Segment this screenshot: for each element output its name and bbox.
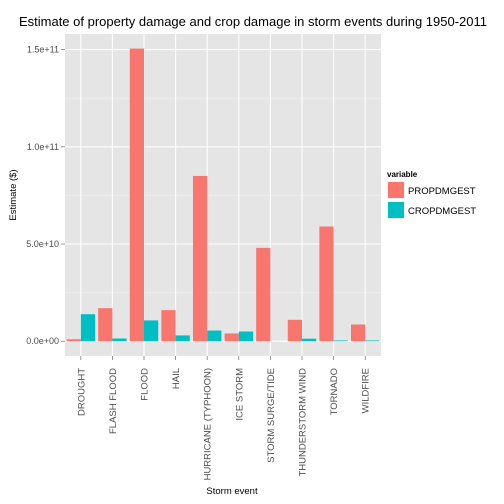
bar-propdmgest: [161, 310, 176, 342]
bar-cropdmgest: [112, 338, 127, 342]
x-tick-label: TORNADO: [329, 368, 340, 415]
legend-swatch-propdmgest: [388, 182, 404, 198]
bar-propdmgest: [224, 333, 239, 342]
bar-cropdmgest: [333, 340, 348, 342]
y-axis-title: Estimate ($): [8, 169, 19, 220]
x-tick-label: FLOOD: [140, 368, 151, 401]
legend-label-propdmgest: PROPDMGEST: [408, 186, 476, 197]
y-tick-label: 1.5e+11: [27, 45, 59, 55]
legend-title: variable: [387, 170, 418, 179]
x-tick-label: DROUGHT: [76, 368, 87, 416]
y-tick-label: 1.0e+11: [27, 142, 59, 152]
y-tick-label: 5.0e+10: [26, 239, 59, 249]
x-tick-label: HAIL: [171, 368, 182, 389]
x-tick-label: HURRICANE (TYPHOON): [203, 368, 214, 480]
legend-label-cropdmgest: CROPDMGEST: [408, 206, 476, 217]
bar-cropdmgest: [207, 330, 222, 342]
bar-cropdmgest: [80, 314, 96, 342]
chart-title: Estimate of property damage and crop dam…: [19, 14, 487, 29]
x-tick-label: WILDFIRE: [361, 368, 372, 413]
bar-propdmgest: [129, 48, 144, 342]
bar-propdmgest: [66, 339, 81, 342]
legend-swatch-cropdmgest: [388, 202, 404, 218]
bar-propdmgest: [319, 226, 334, 342]
x-tick-label: FLASH FLOOD: [108, 368, 119, 434]
bar-cropdmgest: [175, 335, 190, 342]
y-tick-label: 0.0e+00: [26, 336, 59, 346]
x-tick-label: THUNDERSTORM WIND: [298, 368, 309, 477]
bar-cropdmgest: [302, 338, 317, 342]
x-tick-label: ICE STORM: [234, 368, 245, 421]
x-axis-title: Storm event: [206, 486, 258, 497]
bar-cropdmgest: [144, 320, 159, 342]
bar-propdmgest: [98, 308, 113, 342]
x-axis: DROUGHT FLASH FLOOD FLOOD HAIL HURRICANE (TY…: [76, 356, 372, 480]
bar-cropdmgest: [365, 340, 380, 342]
x-tick-label: STORM SURGE/TIDE: [266, 368, 277, 463]
y-axis: 0.0e+00 5.0e+10 1.0e+11 1.5e+11: [26, 45, 65, 346]
bars: [66, 48, 380, 342]
legend: variable PROPDMGEST CROPDMGEST: [386, 170, 476, 220]
bar-propdmgest: [350, 324, 366, 342]
bar-propdmgest: [256, 247, 271, 342]
bar-propdmgest: [192, 175, 208, 342]
bar-cropdmgest: [238, 331, 254, 342]
bar-propdmgest: [287, 319, 302, 342]
